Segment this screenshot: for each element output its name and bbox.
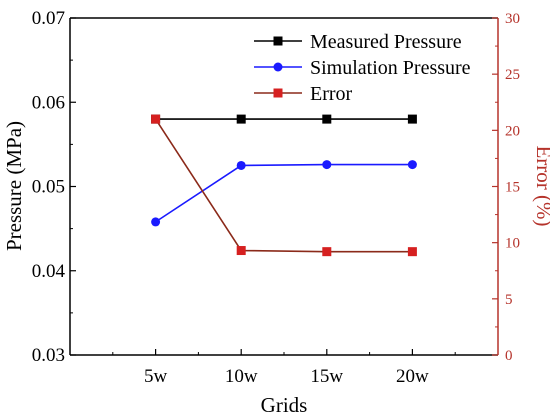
legend-entry: Error <box>254 83 353 105</box>
legend-marker <box>273 36 283 46</box>
y-right-tick-label: 15 <box>505 180 520 196</box>
y-tick-label: 0.06 <box>32 92 65 113</box>
series-layer <box>151 114 417 257</box>
data-point <box>322 247 332 257</box>
data-point <box>236 246 246 256</box>
y-tick-label: 0.03 <box>32 345 65 366</box>
legend: Measured Pressure Simulation Pressure Erro… <box>254 31 471 105</box>
x-tick-label: 20w <box>396 366 429 387</box>
y-axis-title: Pressure (MPa) <box>2 121 26 251</box>
legend-label: Measured Pressure <box>310 31 462 53</box>
axes: 0.03 0.04 0.05 0.06 0.07 0 5 10 15 20 25 30 5w 10w 15w… <box>32 8 520 387</box>
x-tick-label: 5w <box>144 366 168 387</box>
series-line <box>154 118 413 253</box>
data-point <box>407 160 417 170</box>
legend-marker <box>273 88 283 98</box>
x-tick-label: 10w <box>225 366 258 387</box>
y-right-axis-title: Error (%) <box>532 145 550 226</box>
data-point <box>236 114 246 124</box>
legend-marker <box>273 62 283 72</box>
y-right-tick-label: 0 <box>505 348 513 364</box>
data-point <box>322 114 332 124</box>
x-tick-label: 15w <box>310 366 343 387</box>
y-right-tick-label: 10 <box>505 236 520 252</box>
legend-label: Error <box>310 83 353 105</box>
y-tick-label: 0.07 <box>32 8 65 29</box>
y-right-tick-label: 25 <box>505 67 520 83</box>
y-tick-label: 0.05 <box>32 177 65 198</box>
data-point <box>151 114 161 124</box>
y-right-tick-label: 5 <box>505 292 513 308</box>
legend-label: Simulation Pressure <box>310 57 471 79</box>
data-point <box>151 217 161 227</box>
series-1 <box>151 160 417 227</box>
y-tick-label: 0.04 <box>32 261 66 282</box>
series-line <box>155 163 413 223</box>
data-point <box>407 114 417 124</box>
data-point <box>407 247 417 257</box>
series-2 <box>151 114 417 257</box>
data-point <box>322 160 332 170</box>
data-point <box>236 160 246 170</box>
legend-entry: Simulation Pressure <box>254 57 471 79</box>
y-right-tick-label: 30 <box>505 11 520 27</box>
series-0 <box>151 114 417 124</box>
x-axis-title: Grids <box>261 393 308 417</box>
y-right-tick-label: 20 <box>505 123 520 139</box>
legend-entry: Measured Pressure <box>254 31 462 53</box>
